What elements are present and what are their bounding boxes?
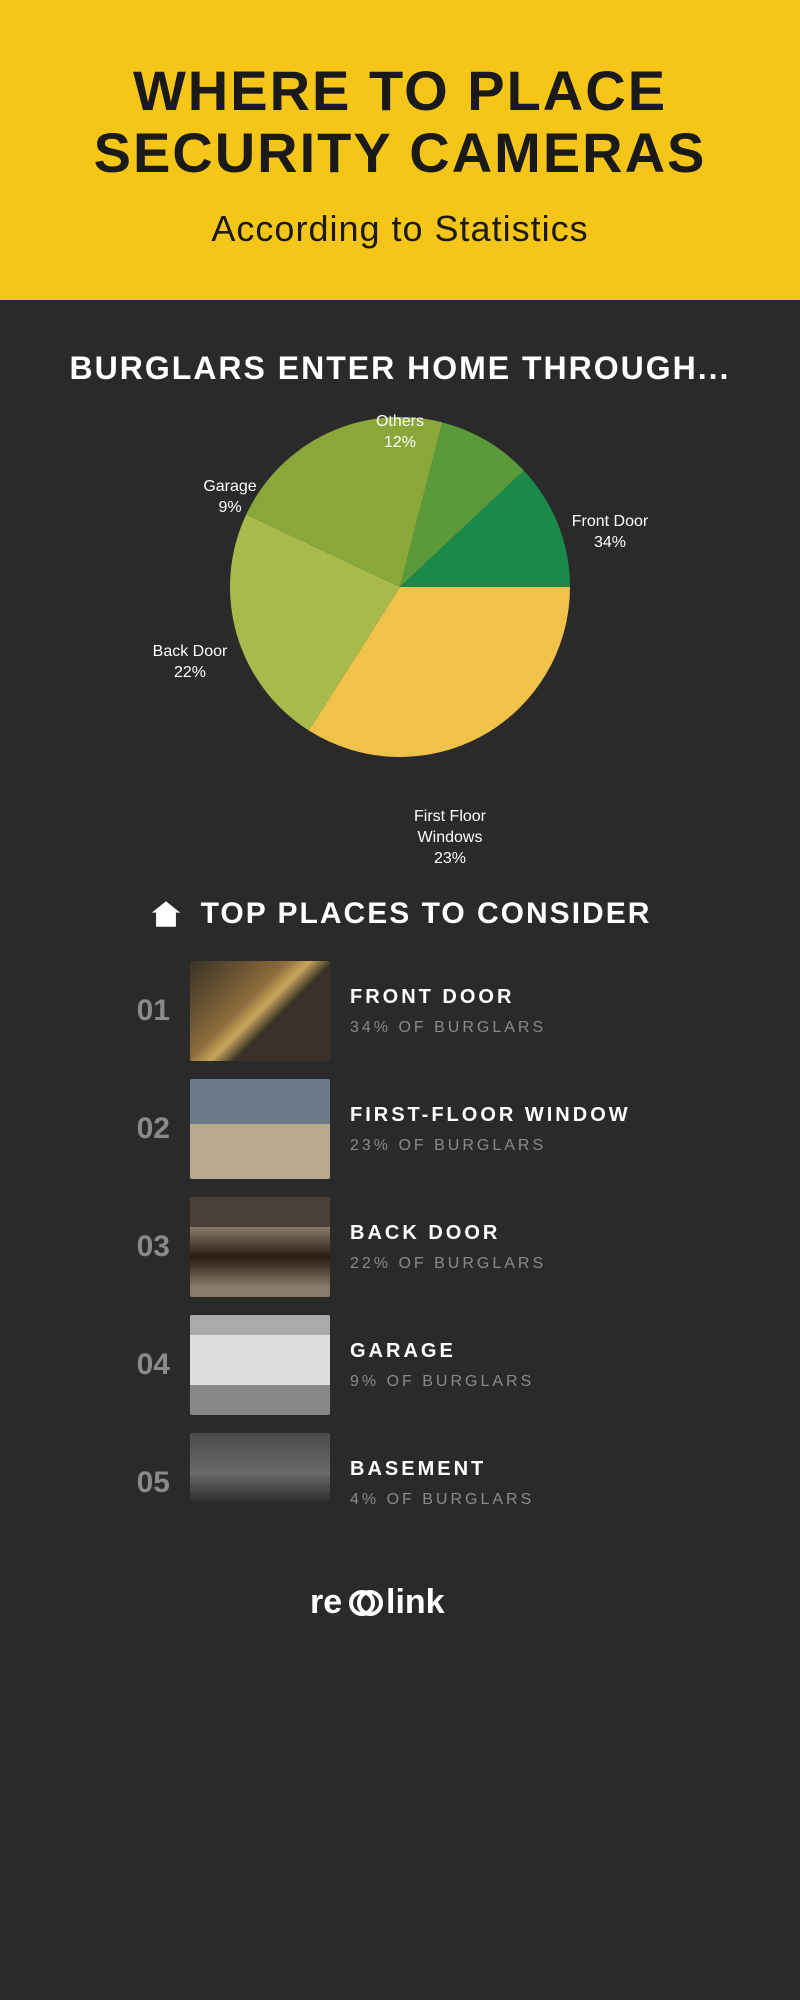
place-name: BASEMENT — [350, 1458, 534, 1481]
pie-label: First Floor Windows23% — [380, 807, 520, 869]
pie-label-name: First Floor Windows — [380, 807, 520, 849]
place-item: 03 BACK DOOR 22% OF BURGLARS — [120, 1197, 680, 1297]
place-thumbnail — [190, 1315, 330, 1415]
place-text: BACK DOOR 22% OF BURGLARS — [350, 1222, 546, 1273]
pie-svg — [230, 417, 570, 757]
pie-label-name: Others — [330, 412, 470, 433]
place-thumbnail — [190, 1197, 330, 1297]
place-stat: 4% OF BURGLARS — [350, 1491, 534, 1509]
place-stat: 9% OF BURGLARS — [350, 1373, 534, 1391]
place-name: BACK DOOR — [350, 1222, 546, 1245]
place-text: FIRST-FLOOR WINDOW 23% OF BURGLARS — [350, 1104, 631, 1155]
pie-label-pct: 22% — [120, 663, 260, 684]
place-item: 01 FRONT DOOR 34% OF BURGLARS — [120, 961, 680, 1061]
place-stat: 34% OF BURGLARS — [350, 1019, 546, 1037]
places-list: 01 FRONT DOOR 34% OF BURGLARS 02 FIRST-FLOOR… — [40, 961, 760, 1533]
subtitle: According to Statistics — [40, 208, 760, 250]
pie-label-name: Back Door — [120, 642, 260, 663]
place-text: GARAGE 9% OF BURGLARS — [350, 1340, 534, 1391]
places-heading: TOP PLACES TO CONSIDER — [201, 897, 652, 931]
pie-label-name: Garage — [160, 477, 300, 498]
footer: re link — [40, 1551, 760, 1680]
svg-text:re: re — [310, 1583, 342, 1621]
place-stat: 23% OF BURGLARS — [350, 1137, 631, 1155]
brand-logo: re link — [310, 1581, 490, 1625]
pie-heading: BURGLARS ENTER HOME THROUGH... — [40, 350, 760, 387]
main-title: WHERE TO PLACE SECURITY CAMERAS — [40, 60, 760, 183]
place-thumbnail — [190, 1433, 330, 1533]
content-section: BURGLARS ENTER HOME THROUGH... Front Doo… — [0, 300, 800, 1720]
places-header: TOP PLACES TO CONSIDER — [40, 897, 760, 931]
pie-label-pct: 23% — [380, 849, 520, 870]
place-name: GARAGE — [350, 1340, 534, 1363]
place-number: 01 — [120, 994, 170, 1028]
place-item: 02 FIRST-FLOOR WINDOW 23% OF BURGLARS — [120, 1079, 680, 1179]
header: WHERE TO PLACE SECURITY CAMERAS Accordin… — [0, 0, 800, 300]
place-number: 04 — [120, 1348, 170, 1382]
place-name: FIRST-FLOOR WINDOW — [350, 1104, 631, 1127]
pie-label-name: Front Door — [540, 512, 680, 533]
pie-label-pct: 9% — [160, 498, 300, 519]
place-number: 03 — [120, 1230, 170, 1264]
pie-label-pct: 12% — [330, 433, 470, 454]
pie-label: Garage9% — [160, 477, 300, 519]
place-text: BASEMENT 4% OF BURGLARS — [350, 1458, 534, 1509]
place-item: 04 GARAGE 9% OF BURGLARS — [120, 1315, 680, 1415]
place-number: 05 — [120, 1466, 170, 1500]
place-thumbnail — [190, 961, 330, 1061]
pie-label: Others12% — [330, 412, 470, 454]
place-text: FRONT DOOR 34% OF BURGLARS — [350, 986, 546, 1037]
house-icon — [149, 897, 183, 931]
pie-label-pct: 34% — [540, 533, 680, 554]
place-stat: 22% OF BURGLARS — [350, 1255, 546, 1273]
place-number: 02 — [120, 1112, 170, 1146]
place-name: FRONT DOOR — [350, 986, 546, 1009]
pie-label: Back Door22% — [120, 642, 260, 684]
pie-chart: Front Door34%First Floor Windows23%Back … — [180, 417, 620, 857]
place-thumbnail — [190, 1079, 330, 1179]
place-item: 05 BASEMENT 4% OF BURGLARS — [120, 1433, 680, 1533]
pie-label: Front Door34% — [540, 512, 680, 554]
svg-text:link: link — [386, 1583, 445, 1621]
